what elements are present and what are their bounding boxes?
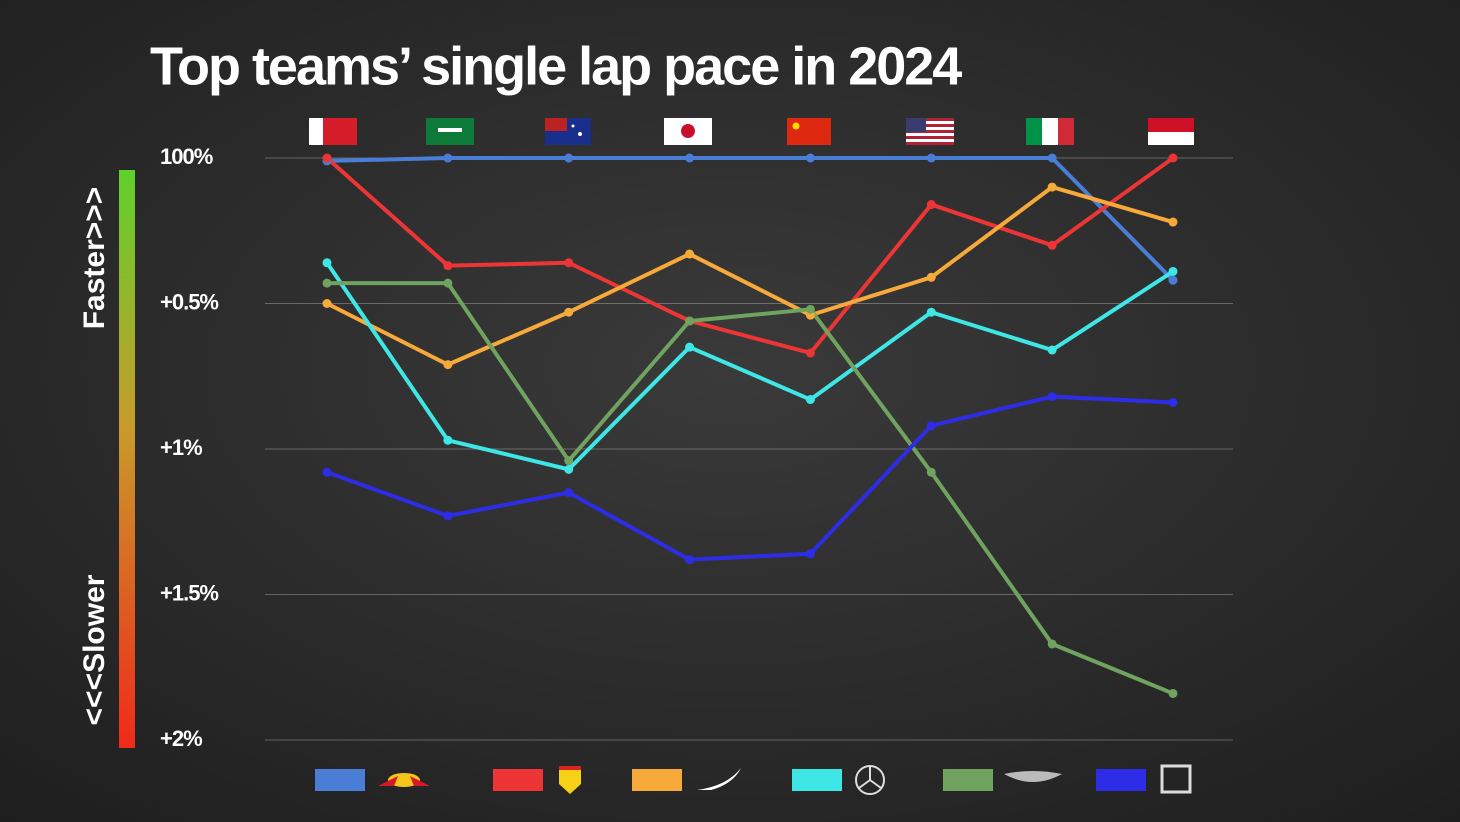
point	[564, 153, 574, 163]
point	[1168, 217, 1178, 227]
point	[926, 200, 936, 210]
chart-title: Top teams’ single lap pace in 2024	[150, 36, 962, 96]
point	[443, 511, 453, 521]
flag-monaco	[1148, 118, 1194, 145]
flag-australia	[545, 118, 591, 145]
point	[322, 153, 332, 163]
point	[564, 456, 574, 466]
point	[805, 304, 815, 314]
point	[926, 467, 936, 477]
point	[1047, 345, 1057, 355]
point	[685, 316, 695, 326]
flag-saudi	[426, 118, 474, 145]
slower-label: <<<Slower	[78, 574, 111, 725]
flag-bahrain	[309, 118, 357, 145]
logo-mercedes	[855, 765, 885, 795]
y-tick-label: 100%	[160, 144, 213, 169]
series-line	[325, 261, 1175, 472]
point	[926, 307, 936, 317]
legend-swatch	[493, 769, 543, 791]
point	[564, 488, 574, 498]
y-tick-label: +1.5%	[160, 580, 218, 605]
point	[564, 307, 574, 317]
point	[443, 261, 453, 271]
point	[564, 464, 574, 474]
point	[685, 153, 695, 163]
point	[564, 258, 574, 268]
point	[1168, 266, 1178, 276]
point	[322, 258, 332, 268]
point	[443, 360, 453, 370]
point	[926, 421, 936, 431]
series-line	[325, 156, 1175, 355]
point	[1047, 240, 1057, 250]
speed-bar	[119, 170, 135, 748]
y-tick-label: +1%	[160, 435, 202, 460]
point	[926, 153, 936, 163]
legend-swatch	[1096, 769, 1146, 791]
flags	[309, 118, 1194, 145]
flag-china	[787, 118, 831, 145]
point	[1168, 397, 1178, 407]
point	[443, 278, 453, 288]
point	[805, 549, 815, 559]
point	[1168, 688, 1178, 698]
point	[1168, 275, 1178, 285]
series-line	[327, 281, 1174, 696]
logo-rb	[1160, 764, 1192, 794]
point	[443, 153, 453, 163]
point	[805, 153, 815, 163]
point	[1047, 153, 1057, 163]
y-tick-label: +2%	[160, 726, 202, 751]
point	[322, 299, 332, 308]
point	[1168, 153, 1178, 163]
logo-red-bull	[378, 773, 430, 787]
series-line	[326, 394, 1174, 562]
logo-aston-martin	[1004, 771, 1062, 782]
point	[1047, 639, 1057, 649]
point	[1047, 182, 1057, 192]
point	[1047, 392, 1057, 402]
flag-usa	[906, 118, 954, 145]
logo-mclaren	[697, 768, 741, 790]
point	[685, 249, 695, 259]
series-line	[326, 185, 1174, 367]
faster-label: Faster>>>	[78, 187, 111, 330]
point	[685, 342, 695, 352]
point	[926, 272, 936, 282]
flag-japan	[664, 118, 712, 145]
legend-swatch	[943, 769, 993, 791]
point	[805, 395, 815, 405]
point	[685, 555, 695, 565]
flag-italy	[1026, 118, 1074, 145]
legend-swatch	[315, 769, 365, 791]
team-logos	[378, 764, 1192, 795]
point	[322, 467, 332, 477]
point	[443, 435, 453, 445]
legend-swatch	[792, 769, 842, 791]
point	[322, 278, 332, 288]
y-tick-label: +0.5%	[160, 289, 218, 314]
series-line	[326, 156, 1175, 282]
point	[805, 348, 815, 358]
logo-ferrari	[559, 766, 581, 794]
legend-swatch	[632, 769, 682, 791]
